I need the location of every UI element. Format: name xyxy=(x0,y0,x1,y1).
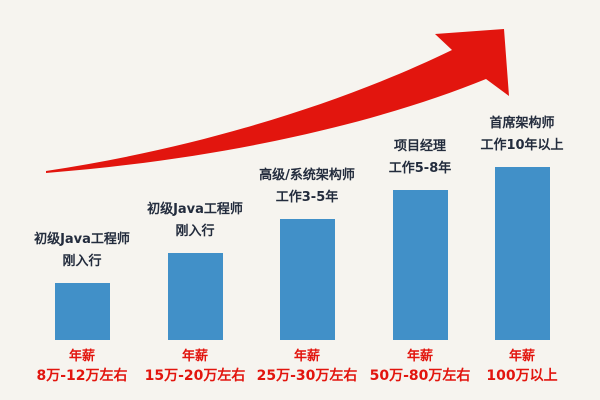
career-stage-column: 初级Java工程师 刚入行 年薪 15万-20万左右 xyxy=(135,0,255,400)
job-title-label: 首席架构师 工作10年以上 xyxy=(480,113,563,157)
job-title-line1: 初级Java工程师 xyxy=(147,202,243,217)
salary-label: 年薪 xyxy=(293,349,320,364)
bar-area: 高级/系统架构师 工作3-5年 xyxy=(247,0,367,340)
career-stage-column: 项目经理 工作5-8年 年薪 50万-80万左右 xyxy=(360,0,480,400)
salary-text: 年薪 50万-80万左右 xyxy=(360,347,480,387)
career-stage-column: 高级/系统架构师 工作3-5年 年薪 25万-30万左右 xyxy=(247,0,367,400)
bar-area: 项目经理 工作5-8年 xyxy=(360,0,480,340)
job-title-line1: 高级/系统架构师 xyxy=(259,168,355,183)
job-title-label: 初级Java工程师 刚入行 xyxy=(147,199,243,243)
job-title-label: 项目经理 工作5-8年 xyxy=(389,136,452,180)
salary-value: 50万-80万左右 xyxy=(369,368,471,384)
salary-bar xyxy=(494,167,550,340)
salary-value: 8万-12万左右 xyxy=(36,368,128,384)
bar-area: 初级Java工程师 刚入行 xyxy=(22,0,142,340)
job-title-line1: 项目经理 xyxy=(393,139,446,154)
job-title-label: 高级/系统架构师 工作3-5年 xyxy=(259,165,355,209)
salary-value: 15万-20万左右 xyxy=(144,368,246,384)
salary-bar xyxy=(279,219,335,340)
job-title-line2: 工作10年以上 xyxy=(480,138,564,153)
salary-text: 年薪 100万以上 xyxy=(462,347,582,387)
bar-area: 首席架构师 工作10年以上 xyxy=(462,0,582,340)
job-title-line2: 工作3-5年 xyxy=(275,190,339,205)
bar-area: 初级Java工程师 刚入行 xyxy=(135,0,255,340)
job-title-label: 初级Java工程师 刚入行 xyxy=(34,229,130,273)
salary-label: 年薪 xyxy=(508,349,535,364)
salary-bar xyxy=(392,190,448,340)
job-title-line1: 初级Java工程师 xyxy=(34,232,130,247)
career-stage-column: 初级Java工程师 刚入行 年薪 8万-12万左右 xyxy=(22,0,142,400)
salary-value: 25万-30万左右 xyxy=(256,368,358,384)
job-title-line2: 刚入行 xyxy=(175,224,215,239)
job-title-line2: 刚入行 xyxy=(62,254,102,269)
salary-bar xyxy=(54,283,110,340)
salary-label: 年薪 xyxy=(181,349,208,364)
salary-label: 年薪 xyxy=(406,349,433,364)
salary-bar xyxy=(167,253,223,340)
job-title-line2: 工作5-8年 xyxy=(388,161,452,176)
salary-value: 100万以上 xyxy=(486,368,558,384)
career-stage-column: 首席架构师 工作10年以上 年薪 100万以上 xyxy=(462,0,582,400)
job-title-line1: 首席架构师 xyxy=(489,116,555,131)
salary-text: 年薪 15万-20万左右 xyxy=(135,347,255,387)
salary-text: 年薪 25万-30万左右 xyxy=(247,347,367,387)
salary-text: 年薪 8万-12万左右 xyxy=(22,347,142,387)
salary-label: 年薪 xyxy=(68,349,95,364)
